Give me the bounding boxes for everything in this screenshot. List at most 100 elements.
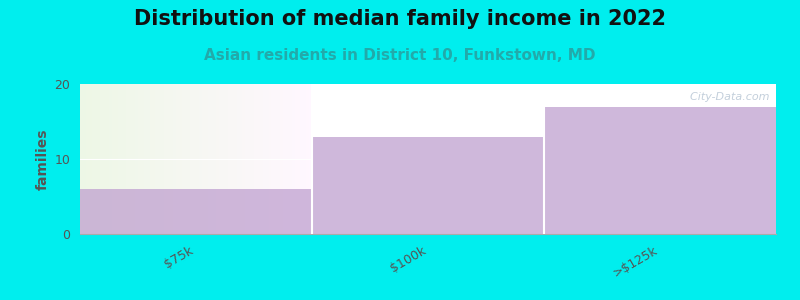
Bar [130, 84, 132, 234]
Bar [694, 84, 701, 234]
Bar [428, 84, 434, 234]
Bar [121, 84, 123, 234]
Bar [544, 106, 776, 234]
Bar [614, 84, 619, 234]
Bar [254, 84, 257, 234]
Bar [239, 84, 242, 234]
Bar [358, 84, 364, 234]
Bar [309, 84, 312, 234]
Bar [405, 84, 410, 234]
Bar [370, 84, 376, 234]
Bar [167, 84, 170, 234]
Bar [202, 84, 205, 234]
Bar [187, 84, 190, 234]
Bar [753, 84, 758, 234]
Bar [274, 84, 277, 234]
Bar [216, 84, 219, 234]
Bar [190, 84, 193, 234]
Bar [410, 84, 416, 234]
Bar [176, 84, 178, 234]
Bar [701, 84, 706, 234]
Bar [712, 84, 718, 234]
Bar [237, 84, 239, 234]
Bar [141, 84, 144, 234]
Bar [462, 84, 469, 234]
Bar [619, 84, 626, 234]
Bar [164, 84, 167, 234]
Bar [353, 84, 358, 234]
Bar [80, 189, 312, 234]
Bar [80, 84, 83, 234]
Bar [208, 84, 210, 234]
Bar [660, 84, 666, 234]
Bar [231, 84, 234, 234]
Bar [394, 84, 399, 234]
Bar [654, 84, 660, 234]
Bar [277, 84, 280, 234]
Bar [608, 84, 614, 234]
Bar [387, 84, 393, 234]
Bar [515, 84, 521, 234]
Bar [161, 84, 164, 234]
Bar [318, 84, 323, 234]
Y-axis label: families: families [36, 128, 50, 190]
Bar [184, 84, 187, 234]
Bar [170, 84, 173, 234]
Bar [550, 84, 555, 234]
Bar [434, 84, 439, 234]
Bar [724, 84, 730, 234]
Bar [126, 84, 130, 234]
Bar [585, 84, 590, 234]
Text: City-Data.com: City-Data.com [682, 92, 769, 101]
Bar [416, 84, 422, 234]
Bar [173, 84, 176, 234]
Bar [486, 84, 492, 234]
Bar [521, 84, 526, 234]
Bar [747, 84, 753, 234]
Bar [330, 84, 335, 234]
Bar [590, 84, 596, 234]
Bar [269, 84, 271, 234]
Bar [251, 84, 254, 234]
Bar [323, 84, 330, 234]
Bar [457, 84, 462, 234]
Bar [182, 84, 184, 234]
Bar [474, 84, 480, 234]
Bar [742, 84, 747, 234]
Bar [765, 84, 770, 234]
Bar [526, 84, 533, 234]
Bar [89, 84, 92, 234]
Bar [246, 84, 248, 234]
Bar [118, 84, 121, 234]
Bar [266, 84, 269, 234]
Bar [399, 84, 405, 234]
Text: Distribution of median family income in 2022: Distribution of median family income in … [134, 9, 666, 29]
Bar [533, 84, 538, 234]
Bar [123, 84, 126, 234]
Bar [248, 84, 251, 234]
Bar [578, 84, 585, 234]
Bar [86, 84, 89, 234]
Bar [364, 84, 370, 234]
Bar [214, 84, 216, 234]
Bar [242, 84, 246, 234]
Bar [106, 84, 109, 234]
Bar [155, 84, 158, 234]
Bar [280, 84, 283, 234]
Bar [510, 84, 515, 234]
Bar [144, 84, 146, 234]
Bar [567, 84, 573, 234]
Bar [196, 84, 199, 234]
Bar [205, 84, 207, 234]
Bar [158, 84, 162, 234]
Bar [683, 84, 689, 234]
Bar [298, 84, 301, 234]
Bar [109, 84, 112, 234]
Bar [312, 136, 544, 234]
Bar [346, 84, 353, 234]
Bar [637, 84, 642, 234]
Bar [301, 84, 303, 234]
Bar [596, 84, 602, 234]
Bar [225, 84, 228, 234]
Bar [538, 84, 544, 234]
